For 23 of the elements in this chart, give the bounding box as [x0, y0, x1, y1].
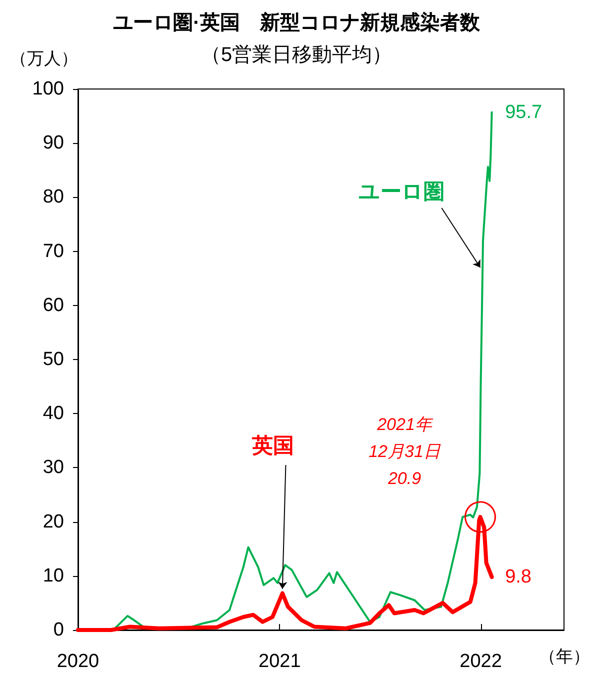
y-tick-label: 20: [42, 511, 64, 532]
series-label: ユーロ圏: [358, 180, 444, 204]
y-tick-label: 70: [42, 240, 64, 262]
y-tick-label: 0: [53, 620, 64, 640]
y-tick-label: 90: [42, 132, 64, 154]
y-tick-label: 60: [42, 294, 64, 316]
annotation: 9.8: [505, 566, 532, 588]
y-tick-label: 30: [42, 457, 64, 478]
chart-title: ユーロ圏·英国 新型コロナ新規感染者数: [113, 11, 481, 34]
chart-subtitle: （5営業日移動平均）: [200, 44, 392, 66]
annotation: 95.7: [505, 102, 542, 123]
y-axis-title: （万人）: [10, 49, 78, 68]
y-tick-label: 40: [42, 403, 64, 424]
x-tick-label: 2021: [258, 651, 301, 672]
x-axis-title: （年）: [539, 647, 590, 666]
y-tick-label: 100: [32, 78, 64, 100]
x-tick-label: 2022: [460, 651, 502, 672]
y-tick-label: 80: [42, 186, 64, 208]
text: 英国: [251, 434, 294, 458]
y-tick-label: 10: [42, 565, 64, 586]
y-tick-label: 50: [42, 349, 64, 370]
x-tick-label: 2020: [56, 651, 100, 672]
annotation: 2021年 12月31日 20.9: [368, 415, 442, 488]
